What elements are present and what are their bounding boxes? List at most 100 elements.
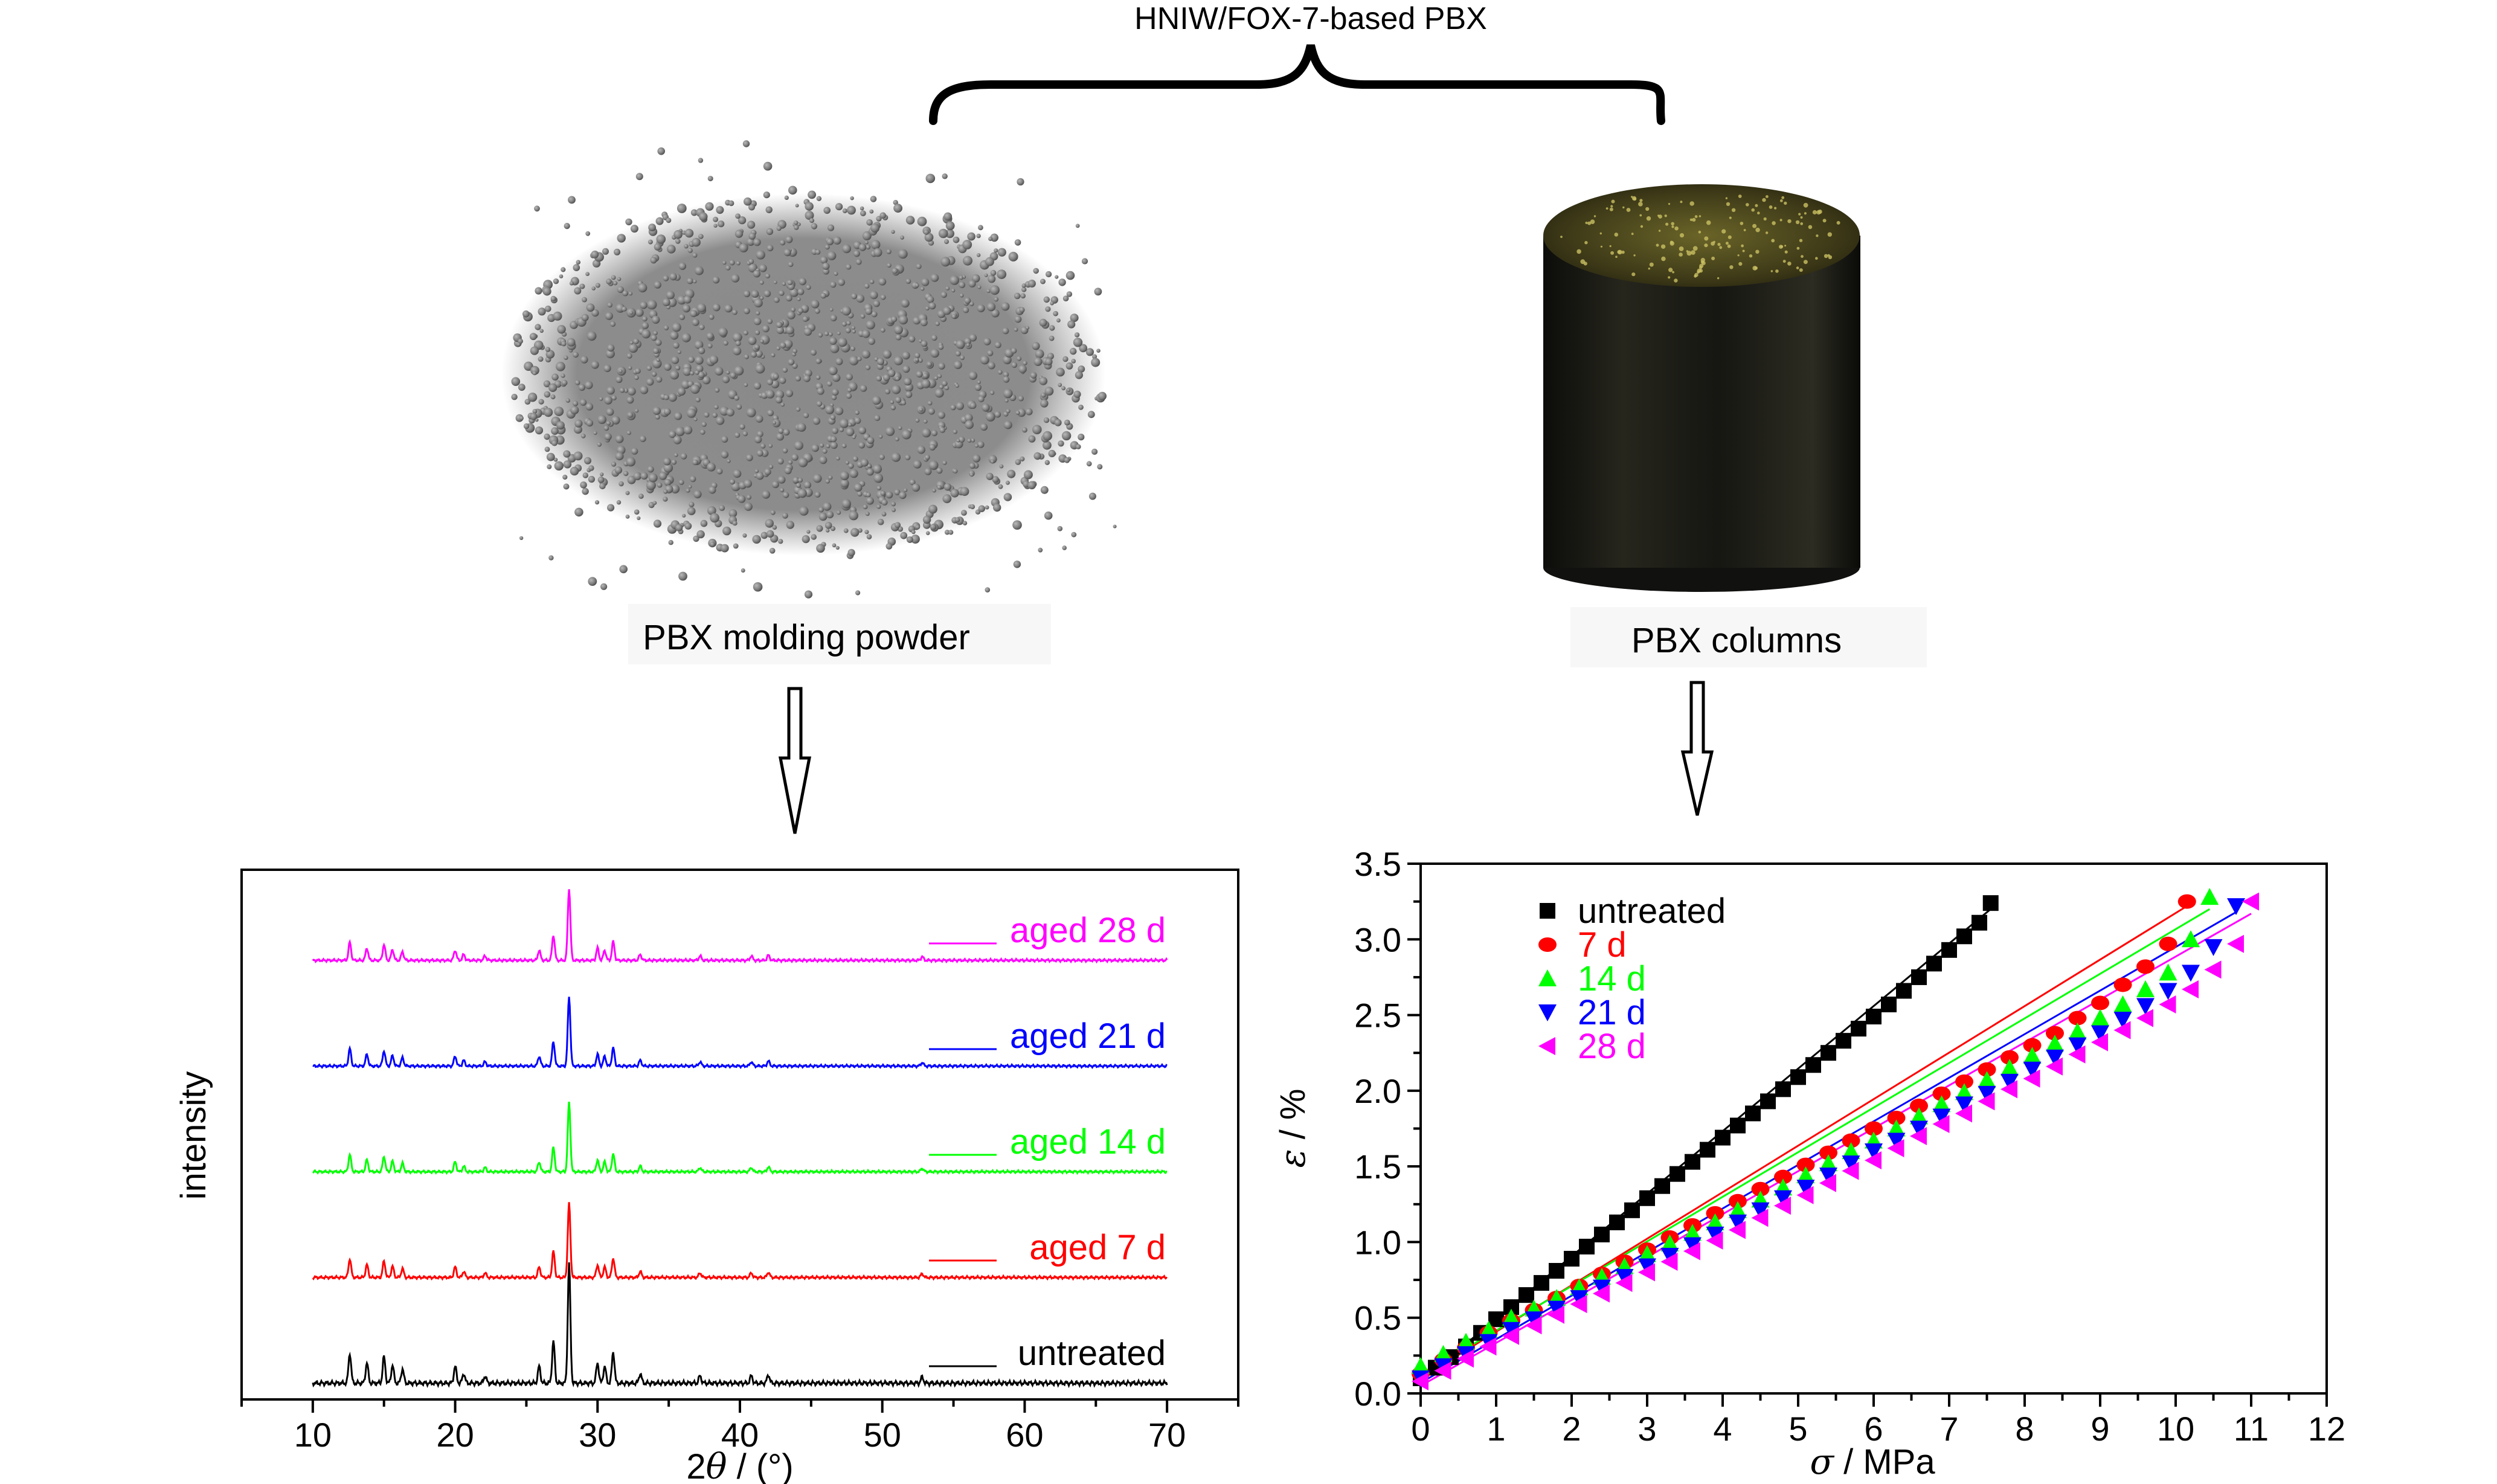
powder-bead bbox=[842, 244, 852, 254]
powder-bead bbox=[840, 479, 849, 488]
powder-bead bbox=[986, 302, 996, 312]
powder-bead bbox=[760, 296, 764, 300]
column-speckle bbox=[1784, 245, 1787, 247]
powder-bead bbox=[894, 489, 901, 496]
powder-bead bbox=[1040, 399, 1049, 408]
strain-legend-marker bbox=[1538, 937, 1557, 952]
powder-bead bbox=[876, 216, 882, 222]
column-speckle bbox=[1691, 250, 1695, 255]
powder-bead bbox=[839, 427, 844, 432]
powder-bead bbox=[767, 318, 773, 324]
powder-bead bbox=[788, 262, 794, 268]
powder-bead bbox=[714, 405, 719, 410]
strain-point bbox=[1926, 956, 1942, 972]
powder-bead bbox=[974, 443, 979, 448]
powder-bead bbox=[919, 408, 924, 412]
strain-point bbox=[2182, 980, 2199, 998]
powder-bead bbox=[565, 398, 570, 403]
powder-bead bbox=[974, 384, 982, 391]
powder-bead bbox=[538, 356, 544, 362]
strain-point bbox=[1570, 1295, 1587, 1314]
powder-bead bbox=[978, 225, 983, 231]
powder-bead bbox=[772, 525, 777, 530]
powder-bead bbox=[671, 459, 677, 465]
powder-bead bbox=[585, 403, 594, 411]
column-speckle bbox=[1770, 270, 1773, 272]
powder-bead bbox=[744, 479, 752, 488]
powder-bead bbox=[1021, 427, 1027, 433]
powder-bead bbox=[787, 311, 795, 320]
powder-bead bbox=[901, 429, 911, 440]
powder-bead bbox=[921, 340, 928, 347]
powder-bead bbox=[631, 448, 638, 455]
strain-point bbox=[1774, 1169, 1792, 1184]
powder-bead bbox=[652, 501, 657, 505]
column-speckle bbox=[1605, 207, 1608, 210]
powder-bead bbox=[1071, 359, 1076, 364]
powder-bead bbox=[728, 509, 738, 518]
header: HNIW/FOX-7-based PBX bbox=[929, 1, 1665, 125]
powder-bead bbox=[904, 377, 912, 386]
strain-point bbox=[1730, 1117, 1746, 1134]
powder-bead bbox=[791, 454, 799, 461]
powder-bead bbox=[695, 397, 701, 403]
powder-bead bbox=[695, 356, 704, 365]
powder-bead bbox=[611, 416, 620, 425]
powder-bead bbox=[811, 444, 819, 452]
strain-point bbox=[2023, 1047, 2042, 1064]
powder-bead bbox=[870, 196, 877, 202]
powder-bead bbox=[943, 212, 953, 221]
column-speckle bbox=[1658, 230, 1661, 232]
powder-bead bbox=[1073, 338, 1083, 347]
powder-bead bbox=[962, 521, 968, 525]
powder-bead bbox=[556, 361, 565, 371]
powder-bead bbox=[959, 293, 964, 298]
powder-bead bbox=[1058, 440, 1064, 447]
powder-bead bbox=[653, 330, 658, 336]
powder-bead bbox=[858, 442, 866, 449]
powder-bead bbox=[642, 316, 648, 322]
strain-point bbox=[1910, 1120, 1928, 1138]
powder-bead bbox=[775, 390, 785, 399]
column-speckle bbox=[1622, 206, 1625, 209]
strain-point bbox=[1751, 1209, 1769, 1227]
powder-bead bbox=[734, 432, 741, 438]
powder-bead bbox=[731, 274, 740, 283]
strain-legend-label: 7 d bbox=[1578, 925, 1627, 965]
powder-bead bbox=[1113, 524, 1117, 528]
column-speckle bbox=[1686, 250, 1689, 252]
powder-bead bbox=[860, 458, 869, 467]
powder-bead bbox=[563, 483, 570, 490]
powder-bead bbox=[1058, 278, 1066, 286]
powder-bead bbox=[955, 350, 961, 357]
powder-bead bbox=[696, 530, 705, 539]
powder-bead bbox=[924, 467, 932, 475]
powder-bead bbox=[648, 223, 656, 231]
strain-point bbox=[1842, 1155, 1860, 1173]
strain-point bbox=[1932, 1114, 1950, 1133]
powder-bead bbox=[1014, 239, 1021, 246]
powder-bead bbox=[988, 362, 995, 370]
powder-bead bbox=[812, 417, 821, 425]
xrd-trace bbox=[312, 1202, 1168, 1281]
powder-bead bbox=[942, 494, 952, 504]
powder-bead bbox=[798, 457, 808, 467]
powder-bead bbox=[829, 337, 837, 345]
xrd-legend-label: aged 7 d bbox=[1029, 1228, 1166, 1267]
xrd-trace bbox=[312, 1101, 1168, 1175]
powder-bead bbox=[925, 306, 930, 310]
strain-point bbox=[1525, 1316, 1542, 1335]
powder-bead bbox=[646, 480, 656, 490]
powder-bead bbox=[635, 173, 643, 181]
powder-bead bbox=[578, 384, 586, 391]
powder-bead bbox=[809, 218, 815, 223]
powder-bead bbox=[934, 376, 939, 381]
column-speckle bbox=[1694, 274, 1697, 278]
powder-bead bbox=[802, 316, 809, 323]
powder-bead bbox=[767, 410, 774, 417]
powder-bead bbox=[721, 451, 729, 458]
powder-bead bbox=[983, 338, 991, 345]
xrd-x-axis: 10 20 30 40 50 60 70 bbox=[240, 1398, 1239, 1454]
column-speckle bbox=[1757, 211, 1760, 215]
powder-bead bbox=[797, 307, 804, 313]
